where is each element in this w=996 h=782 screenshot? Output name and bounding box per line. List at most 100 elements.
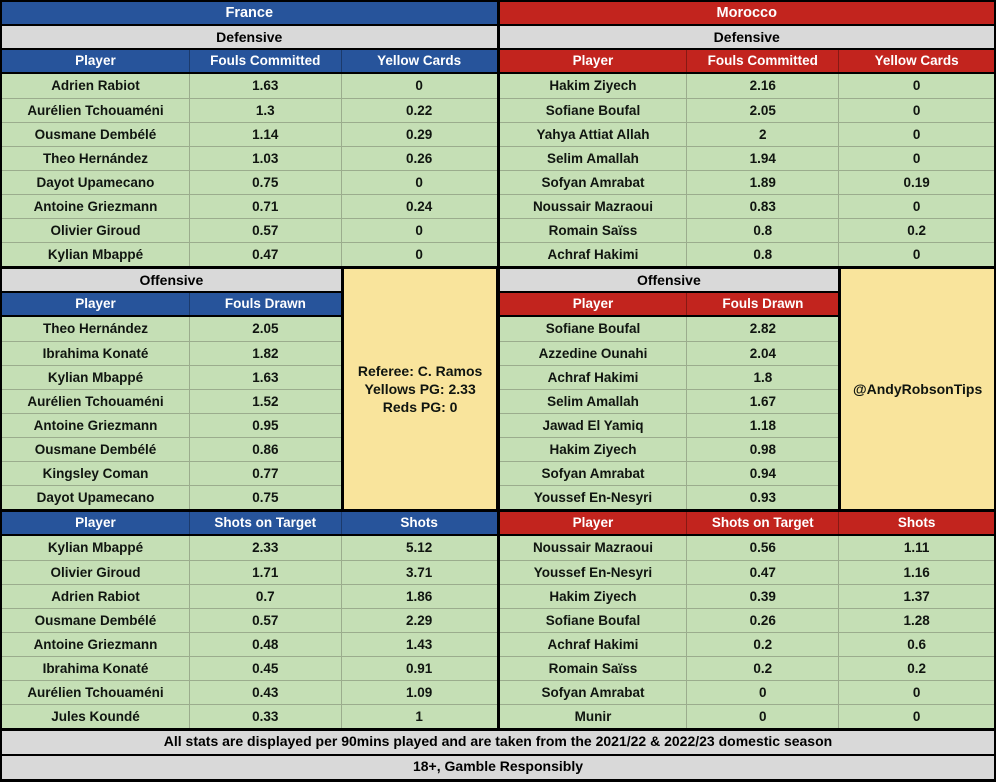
shots-value: 1.28 xyxy=(838,609,994,632)
yellow-cards-value: 0 xyxy=(838,195,994,218)
player-name: Theo Hernández xyxy=(42,151,148,166)
stats-disclaimer: All stats are displayed per 90mins playe… xyxy=(2,731,994,754)
player-name: Ousmane Dembélé xyxy=(34,442,157,457)
column-label-shots: Shots xyxy=(340,512,497,534)
column-label-fouls-committed: Fouls Committed xyxy=(686,50,838,72)
table-row: Dayot Upamecano 0.75 0 xyxy=(2,170,497,194)
table-row: Youssef En-Nesyri 0.93 xyxy=(499,485,839,509)
fouls-committed-value: 0.47 xyxy=(188,243,341,266)
shots-on-target-value: 0.39 xyxy=(686,585,838,608)
player-name: Achraf Hakimi xyxy=(547,637,639,652)
table-row: Aurélien Tchouaméni 1.52 xyxy=(2,389,341,413)
player-name: Jawad El Yamiq xyxy=(542,418,644,433)
fouls-committed-value: 1.94 xyxy=(686,147,838,170)
column-label-player: Player xyxy=(75,515,116,530)
player-name: Munir xyxy=(574,709,612,724)
defensive-column-header-morocco: Player Fouls Committed Yellow Cards xyxy=(499,50,994,74)
column-label-shots: Shots xyxy=(838,512,994,534)
table-row: Kylian Mbappé 2.33 5.12 xyxy=(2,536,497,560)
column-label-shots-on-target: Shots on Target xyxy=(188,512,341,534)
yellow-cards-value: 0.24 xyxy=(340,195,497,218)
fouls-drawn-value: 0.94 xyxy=(686,462,838,485)
yellow-cards-value: 0.22 xyxy=(340,99,497,122)
table-row: Sofyan Amrabat 0.94 xyxy=(499,461,839,485)
player-name: Achraf Hakimi xyxy=(547,370,639,385)
player-name: Sofyan Amrabat xyxy=(541,685,645,700)
section-label-offensive-france: Offensive xyxy=(2,269,341,293)
fouls-committed-value: 0.75 xyxy=(188,171,341,194)
fouls-committed-value: 1.89 xyxy=(686,171,838,194)
shots-on-target-value: 0.48 xyxy=(188,633,341,656)
table-row: Sofyan Amrabat 0 0 xyxy=(499,680,994,704)
column-label-yellow-cards: Yellow Cards xyxy=(340,50,497,72)
player-name: Dayot Upamecano xyxy=(36,175,155,190)
shots-on-target-value: 0.2 xyxy=(686,633,838,656)
player-name: Sofiane Boufal xyxy=(545,613,641,628)
player-name: Ousmane Dembélé xyxy=(34,613,157,628)
table-row: Hakim Ziyech 0.98 xyxy=(499,437,839,461)
shots-on-target-value: 0 xyxy=(686,705,838,728)
fouls-drawn-value: 0.86 xyxy=(188,438,341,461)
fouls-committed-value: 0.71 xyxy=(188,195,341,218)
credit-box: @AndyRobsonTips xyxy=(838,269,994,509)
player-name: Dayot Upamecano xyxy=(36,490,155,505)
table-row: Noussair Mazraoui 0.56 1.11 xyxy=(499,536,994,560)
table-row: Ibrahima Konaté 0.45 0.91 xyxy=(2,656,497,680)
shots-value: 3.71 xyxy=(340,561,497,584)
table-row: Achraf Hakimi 0.8 0 xyxy=(499,242,994,266)
table-row: Achraf Hakimi 1.8 xyxy=(499,365,839,389)
shots-value: 0.91 xyxy=(340,657,497,680)
defensive-table-france: Adrien Rabiot 1.63 0 Aurélien Tchouaméni… xyxy=(2,74,497,266)
table-row: Ibrahima Konaté 1.82 xyxy=(2,341,341,365)
team-header-morocco: Morocco xyxy=(499,2,994,26)
player-name: Kylian Mbappé xyxy=(47,540,144,555)
column-label-shots-on-target: Shots on Target xyxy=(686,512,838,534)
table-row: Sofiane Boufal 2.05 0 xyxy=(499,98,994,122)
player-name: Selim Amallah xyxy=(547,151,639,166)
defensive-column-header-france: Player Fouls Committed Yellow Cards xyxy=(2,50,497,74)
player-name: Ousmane Dembélé xyxy=(34,127,157,142)
team-header-france: France xyxy=(2,2,497,26)
table-row: Adrien Rabiot 1.63 0 xyxy=(2,74,497,98)
player-name: Olivier Giroud xyxy=(50,223,141,238)
yellow-cards-value: 0 xyxy=(340,171,497,194)
player-name: Ibrahima Konaté xyxy=(42,661,149,676)
fouls-committed-value: 0.83 xyxy=(686,195,838,218)
player-name: Yahya Attiat Allah xyxy=(536,127,650,142)
table-row: Adrien Rabiot 0.7 1.86 xyxy=(2,584,497,608)
table-row: Ousmane Dembélé 0.57 2.29 xyxy=(2,608,497,632)
shots-on-target-value: 0.47 xyxy=(686,561,838,584)
offensive-column-header-morocco: Player Fouls Drawn xyxy=(499,293,839,317)
player-name: Aurélien Tchouaméni xyxy=(27,394,164,409)
column-label-player: Player xyxy=(572,296,614,311)
offensive-table-france: Theo Hernández 2.05 Ibrahima Konaté 1.82… xyxy=(2,317,341,509)
table-row: Olivier Giroud 0.57 0 xyxy=(2,218,497,242)
table-row: Azzedine Ounahi 2.04 xyxy=(499,341,839,365)
table-row: Antoine Griezmann 0.95 xyxy=(2,413,341,437)
defensive-table-morocco: Hakim Ziyech 2.16 0 Sofiane Boufal 2.05 … xyxy=(499,74,994,266)
shots-column-header-morocco: Player Shots on Target Shots xyxy=(499,512,994,536)
table-row: Sofiane Boufal 0.26 1.28 xyxy=(499,608,994,632)
player-name: Ibrahima Konaté xyxy=(42,346,149,361)
column-label-fouls-committed: Fouls Committed xyxy=(188,50,341,72)
table-row: Jules Koundé 0.33 1 xyxy=(2,704,497,728)
team-panels: France Defensive Player Fouls Committed … xyxy=(2,2,994,728)
player-name: Aurélien Tchouaméni xyxy=(27,103,164,118)
table-row: Sofyan Amrabat 1.89 0.19 xyxy=(499,170,994,194)
fouls-drawn-value: 1.82 xyxy=(188,342,341,365)
referee-reds-per-game: Reds PG: 0 xyxy=(382,399,458,415)
section-label-defensive-morocco: Defensive xyxy=(499,26,994,50)
table-row: Ousmane Dembélé 0.86 xyxy=(2,437,341,461)
shots-section-france: Player Shots on Target Shots Kylian Mbap… xyxy=(2,512,497,728)
fouls-committed-value: 1.3 xyxy=(188,99,341,122)
yellow-cards-value: 0 xyxy=(838,74,994,98)
table-row: Romain Saïss 0.8 0.2 xyxy=(499,218,994,242)
table-row: Jawad El Yamiq 1.18 xyxy=(499,413,839,437)
table-row: Ousmane Dembélé 1.14 0.29 xyxy=(2,122,497,146)
player-name: Sofiane Boufal xyxy=(545,321,641,336)
fouls-drawn-value: 2.82 xyxy=(686,317,838,341)
fouls-committed-value: 2 xyxy=(686,123,838,146)
shots-on-target-value: 0.43 xyxy=(188,681,341,704)
player-name: Achraf Hakimi xyxy=(547,247,639,262)
player-name: Sofiane Boufal xyxy=(545,103,641,118)
